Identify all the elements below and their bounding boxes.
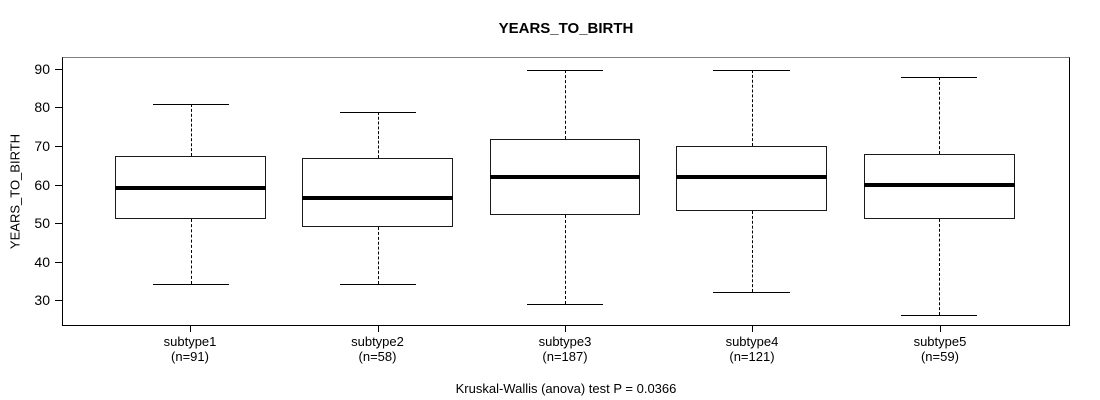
y-axis-tick (55, 261, 62, 263)
y-axis-tick-label: 60 (34, 176, 50, 193)
group-count-label: (n=187) (542, 349, 588, 364)
median-line-subtype5 (863, 182, 1015, 187)
median-line-subtype3 (489, 174, 641, 179)
y-axis-tick-label: 80 (34, 99, 50, 116)
x-axis-group-label: subtype1 (n=91) (110, 334, 270, 364)
upper-whisker-cap (152, 104, 229, 106)
y-axis-tick-label: 40 (34, 253, 50, 270)
upper-whisker-stem (751, 69, 753, 147)
plot-area (62, 57, 1070, 326)
lower-whisker-stem (939, 219, 941, 315)
lower-whisker-stem (377, 226, 379, 285)
y-axis-tick (55, 184, 62, 186)
median-line-subtype2 (302, 196, 454, 201)
kruskal-wallis-footnote: Kruskal-Wallis (anova) test P = 0.0366 (455, 381, 677, 396)
y-axis-tick-label: 50 (34, 215, 50, 232)
group-name-label: subtype3 (538, 334, 592, 349)
group-count-label: (n=121) (729, 349, 775, 364)
lower-whisker-stem (564, 215, 566, 304)
x-axis-tick (939, 326, 941, 332)
x-axis-tick (190, 326, 192, 332)
lower-whisker-cap (900, 315, 978, 317)
lower-whisker-stem (751, 211, 753, 292)
upper-whisker-stem (377, 111, 379, 158)
upper-whisker-cap (526, 69, 604, 71)
group-count-label: (n=59) (920, 349, 959, 364)
lower-whisker-cap (526, 303, 604, 305)
y-axis-tick-label: 30 (34, 292, 50, 309)
y-axis-tick-label: 90 (34, 60, 50, 77)
y-axis-tick (55, 107, 62, 109)
lower-whisker-stem (190, 219, 192, 285)
group-name-label: subtype5 (913, 334, 967, 349)
y-axis-tick (55, 223, 62, 225)
y-axis-tick (55, 145, 62, 147)
lower-whisker-cap (713, 292, 790, 293)
group-count-label: (n=58) (358, 349, 397, 364)
x-axis-group-label: subtype5 (n=59) (860, 334, 1020, 364)
group-count-label: (n=91) (171, 349, 209, 364)
upper-whisker-cap (900, 77, 978, 79)
upper-whisker-stem (939, 77, 941, 154)
x-axis-group-label: subtype4 (n=121) (672, 334, 832, 364)
x-axis-tick (377, 326, 379, 332)
upper-whisker-stem (564, 69, 566, 139)
lower-whisker-cap (152, 284, 229, 286)
chart-title: YEARS_TO_BIRTH (498, 20, 634, 37)
group-name-label: subtype1 (163, 334, 217, 349)
x-axis-tick (751, 326, 753, 332)
y-axis-tick-label: 70 (34, 137, 50, 154)
median-line-subtype4 (676, 174, 828, 179)
upper-whisker-cap (713, 69, 790, 71)
median-line-subtype1 (115, 186, 267, 191)
upper-whisker-stem (190, 104, 192, 156)
group-name-label: subtype2 (351, 334, 404, 349)
x-axis-group-label: subtype2 (n=58) (298, 334, 458, 364)
x-axis-tick (564, 326, 566, 332)
y-axis-tick (55, 300, 62, 302)
y-axis-tick (55, 68, 62, 70)
iqr-box-subtype2 (302, 157, 454, 227)
lower-whisker-cap (339, 284, 417, 286)
upper-whisker-cap (339, 111, 417, 113)
group-name-label: subtype4 (725, 334, 779, 349)
x-axis-group-label: subtype3 (n=187) (485, 334, 645, 364)
